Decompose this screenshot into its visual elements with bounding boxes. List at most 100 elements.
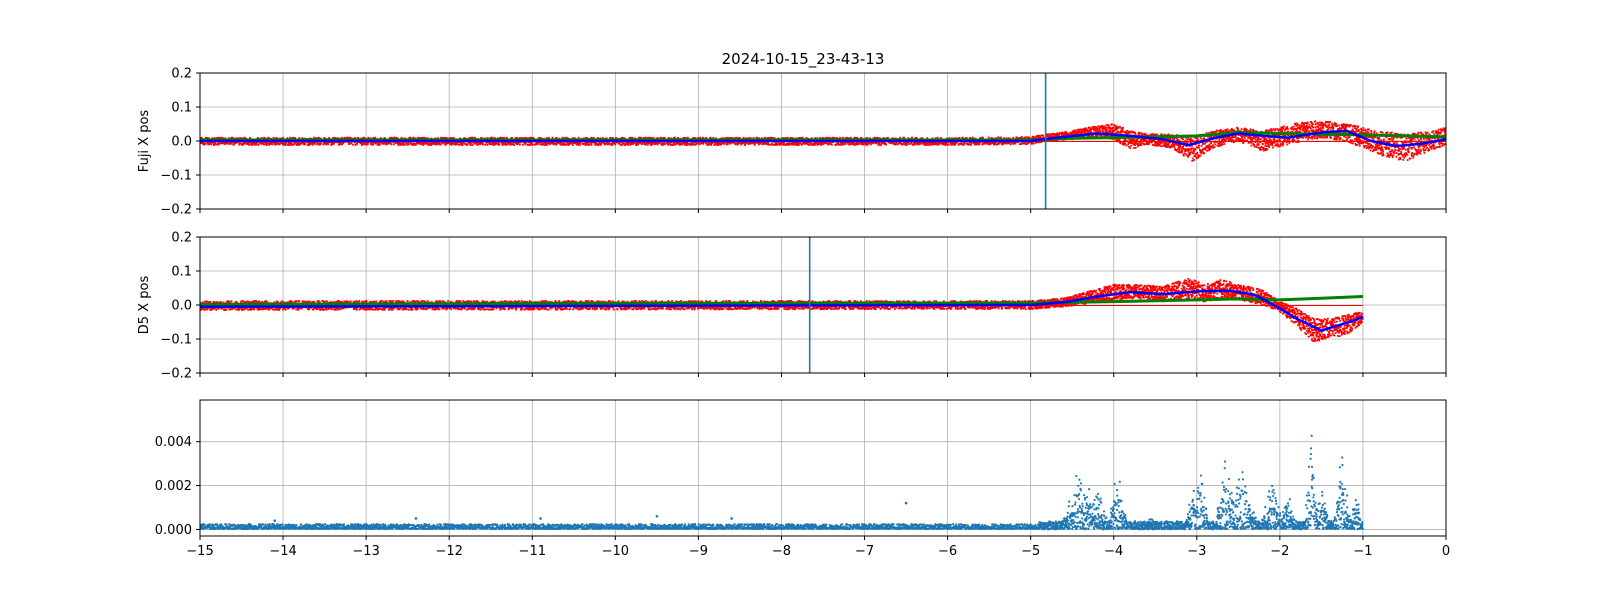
raw-point [1263, 150, 1265, 152]
raw-point [1104, 126, 1106, 128]
raw-point [687, 137, 689, 139]
raw-point [1012, 137, 1014, 139]
raw-point [1182, 148, 1184, 150]
raw-point [657, 144, 659, 146]
raw-point [1265, 138, 1267, 140]
raw-point [1206, 150, 1208, 152]
raw-point [1202, 143, 1204, 145]
raw-point [937, 137, 939, 139]
raw-point [231, 143, 233, 145]
raw-point [1255, 136, 1257, 138]
panels: 0.20.10.0−0.1−0.2Fuji X pos0.20.10.0−0.1… [137, 67, 1450, 560]
raw-point [425, 143, 427, 145]
raw-point [1134, 133, 1136, 135]
raw-point [1220, 142, 1222, 144]
raw-point [1173, 138, 1175, 140]
raw-point [970, 144, 972, 146]
raw-point [1263, 148, 1265, 150]
raw-point [484, 144, 486, 146]
raw-point [498, 143, 500, 145]
raw-point [745, 143, 747, 145]
raw-point [1198, 147, 1200, 149]
raw-point [754, 144, 756, 146]
raw-point [1142, 134, 1144, 136]
raw-point [736, 137, 738, 139]
raw-point [1257, 147, 1259, 149]
raw-point [470, 144, 472, 146]
raw-point [1106, 124, 1108, 126]
raw-point [1200, 137, 1202, 139]
raw-point [1156, 145, 1158, 147]
raw-point [211, 143, 213, 145]
raw-point [1216, 130, 1218, 132]
raw-point [1156, 134, 1158, 136]
raw-point [1261, 146, 1263, 148]
raw-point [842, 137, 844, 139]
raw-point [351, 143, 353, 145]
data-fuji [199, 120, 1447, 161]
raw-point [629, 137, 631, 139]
raw-point [205, 143, 207, 145]
raw-point [897, 144, 899, 146]
raw-point [579, 144, 581, 146]
raw-point [441, 142, 443, 144]
raw-point [1113, 127, 1115, 129]
raw-point [413, 137, 415, 139]
chart-title: 2024-10-15_23-43-13 [722, 50, 885, 69]
raw-point [1246, 139, 1248, 141]
raw-point [1179, 150, 1181, 152]
raw-point [799, 142, 801, 144]
raw-point [749, 143, 751, 145]
raw-point [282, 137, 284, 139]
raw-point [1073, 130, 1075, 132]
raw-point [577, 144, 579, 146]
raw-point [1196, 152, 1198, 154]
raw-point [1201, 145, 1203, 147]
raw-point [1110, 127, 1112, 129]
raw-point [1122, 127, 1124, 129]
raw-point [352, 144, 354, 146]
raw-point [522, 144, 524, 146]
raw-point [1223, 139, 1225, 141]
raw-point [1244, 137, 1246, 139]
raw-point [1218, 139, 1220, 141]
raw-point [1251, 145, 1253, 147]
raw-point [289, 137, 291, 139]
raw-point [787, 137, 789, 139]
raw-point [304, 143, 306, 145]
raw-point [1000, 137, 1002, 139]
raw-point [1195, 156, 1197, 158]
raw-point [645, 137, 647, 139]
raw-point [1099, 130, 1101, 132]
raw-point [696, 143, 698, 145]
raw-point [1214, 144, 1216, 146]
raw-point [362, 144, 364, 146]
raw-point [1182, 138, 1184, 140]
raw-point [217, 137, 219, 139]
raw-point [1127, 130, 1129, 132]
raw-point [1124, 143, 1126, 145]
raw-point [320, 143, 322, 145]
raw-point [552, 137, 554, 139]
raw-point [948, 144, 950, 146]
raw-point [208, 143, 210, 145]
raw-point [727, 143, 729, 145]
raw-point [266, 143, 268, 145]
raw-point [327, 143, 329, 145]
raw-point [1197, 138, 1199, 140]
raw-point [885, 143, 887, 145]
raw-point [647, 144, 649, 146]
raw-point [1193, 152, 1195, 154]
raw-point [591, 144, 593, 146]
raw-point [699, 137, 701, 139]
raw-point [768, 144, 770, 146]
raw-point [486, 144, 488, 146]
raw-point [455, 144, 457, 146]
raw-point [839, 144, 841, 146]
raw-point [1181, 150, 1183, 152]
raw-point [1233, 136, 1235, 138]
raw-point [379, 144, 381, 146]
raw-point [578, 137, 580, 139]
raw-point [645, 144, 647, 146]
